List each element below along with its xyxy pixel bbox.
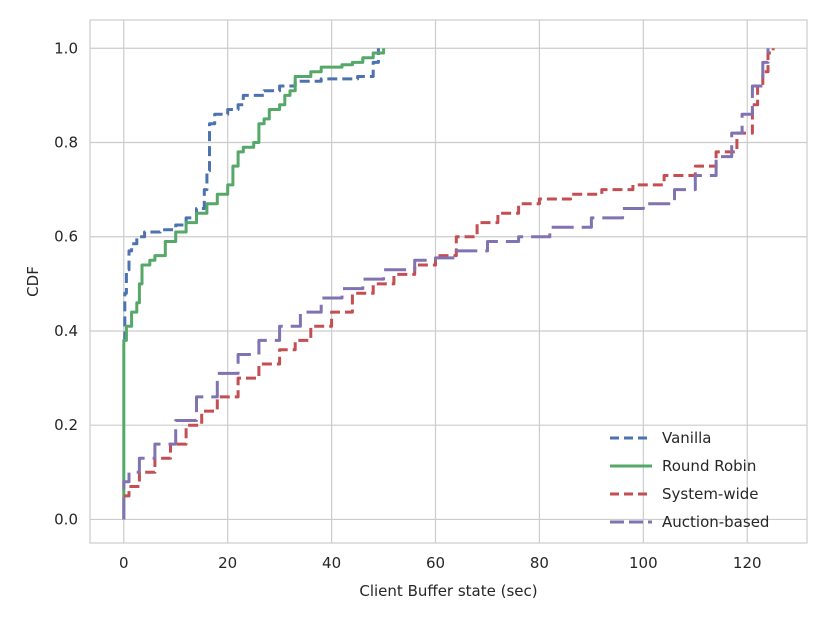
- y-axis-label: CDF: [24, 266, 42, 297]
- x-axis-label: Client Buffer state (sec): [359, 582, 537, 600]
- legend-label: System-wide: [662, 485, 759, 503]
- y-axis-ticks: 0.0 0.2 0.4 0.6 0.8 1.0: [54, 39, 78, 528]
- series-line-system-wide: [123, 48, 775, 498]
- y-tick-label: 0.0: [54, 510, 78, 528]
- legend-label: Vanilla: [662, 429, 712, 447]
- x-tick-label: 40: [322, 554, 341, 572]
- x-tick-label: 0: [119, 554, 129, 572]
- plot-frame: [89, 19, 808, 544]
- legend-label: Round Robin: [662, 457, 756, 475]
- series-line-auction-based: [122, 48, 770, 520]
- y-tick-label: 0.6: [54, 228, 78, 246]
- x-tick-label: 100: [629, 554, 658, 572]
- y-tick-label: 0.2: [54, 416, 78, 434]
- x-tick-label: 120: [733, 554, 762, 572]
- series-layer: [122, 48, 775, 520]
- x-axis-ticks: 0 20 40 60 80 100 120: [119, 554, 762, 572]
- x-tick-label: 20: [218, 554, 237, 572]
- grid: [90, 20, 807, 543]
- x-tick-label: 80: [530, 554, 549, 572]
- y-tick-label: 0.4: [54, 322, 78, 340]
- y-tick-label: 0.8: [54, 134, 78, 152]
- x-tick-label: 60: [426, 554, 445, 572]
- series-line-round-robin: [122, 48, 386, 520]
- legend: Vanilla Round Robin System-wide Auction-bas…: [610, 429, 769, 531]
- legend-label: Auction-based: [662, 513, 769, 531]
- y-tick-label: 1.0: [54, 39, 78, 57]
